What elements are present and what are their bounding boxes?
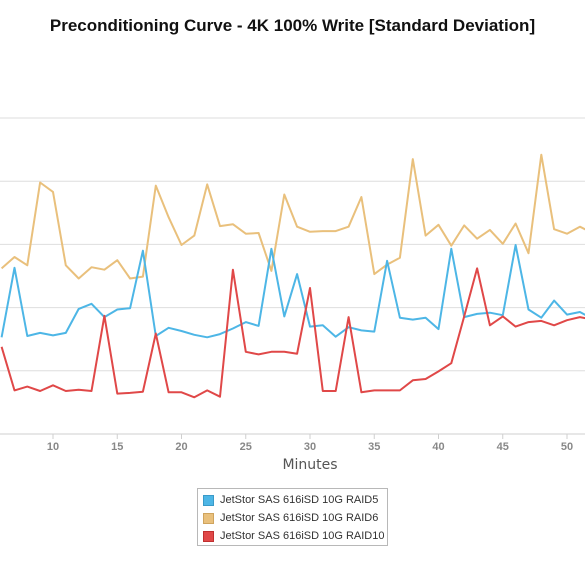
legend: JetStor SAS 616iSD 10G RAID5 JetStor SAS…	[197, 488, 388, 546]
legend-item-raid6: JetStor SAS 616iSD 10G RAID6	[203, 509, 387, 527]
legend-label-raid6: JetStor SAS 616iSD 10G RAID6	[220, 512, 379, 524]
x-tick-label-20: 20	[175, 441, 187, 453]
x-tick-labels: 10 15 20 25 30 35 40 45 50	[47, 434, 573, 453]
series-line-raid6	[0, 153, 585, 280]
x-tick-label-10: 10	[47, 441, 59, 453]
x-tick-label-30: 30	[304, 441, 316, 453]
gridlines	[0, 117, 585, 435]
legend-item-raid10: JetStor SAS 616iSD 10G RAID10	[203, 527, 387, 545]
legend-swatch-raid6	[203, 512, 214, 524]
series-line-raid10	[0, 267, 585, 399]
legend-item-raid5: JetStor SAS 616iSD 10G RAID5	[203, 491, 387, 509]
legend-label-raid10: JetStor SAS 616iSD 10G RAID10	[220, 530, 385, 542]
x-axis-label: Minutes	[282, 457, 338, 473]
x-tick-label-25: 25	[240, 441, 252, 453]
series-lines	[0, 153, 585, 399]
x-tick-label-50: 50	[561, 441, 573, 453]
legend-swatch-raid10	[203, 530, 214, 542]
line-chart: 10 15 20 25 30 35 40 45 50	[0, 117, 585, 453]
x-tick-label-45: 45	[497, 441, 509, 453]
legend-label-raid5: JetStor SAS 616iSD 10G RAID5	[220, 494, 379, 506]
x-tick-label-40: 40	[432, 441, 444, 453]
x-tick-label-15: 15	[111, 441, 123, 453]
series-line-raid5	[0, 244, 585, 339]
chart-title: Preconditioning Curve - 4K 100% Write [S…	[49, 16, 536, 35]
legend-swatch-raid5	[203, 494, 214, 506]
x-tick-label-35: 35	[368, 441, 380, 453]
